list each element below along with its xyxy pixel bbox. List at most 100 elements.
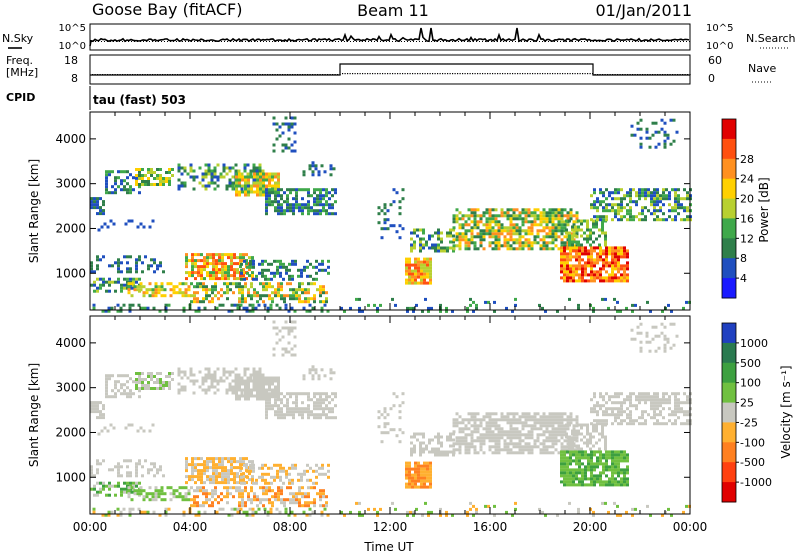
heatmap-cell [410,249,413,253]
heatmap-cell [683,422,686,426]
heatmap-cell [123,459,126,463]
heatmap-cell [524,208,528,212]
heatmap-cell [224,277,227,281]
heatmap-cell [241,379,244,383]
heatmap-cell [566,415,570,419]
heatmap-cell [686,410,689,414]
heatmap-cell [569,471,572,475]
heatmap-cell [608,483,611,487]
heatmap-cell [238,486,241,490]
heatmap-cell [466,306,469,310]
heatmap-cell [259,190,262,194]
heatmap-cell [253,294,256,298]
heatmap-cell [626,261,629,265]
heatmap-cell [275,122,279,126]
heatmap-cell [638,392,641,396]
heatmap-cell [482,247,486,251]
heatmap-cell [470,211,474,215]
heatmap-cell [380,236,384,240]
heatmap-cell [514,501,517,505]
heatmap-cell [211,300,214,304]
heatmap-cell [224,274,227,278]
heatmap-cell [580,432,583,436]
heatmap-cell [274,181,277,185]
heatmap-cell [93,197,96,201]
heatmap-cell [449,240,452,244]
heatmap-cell [317,170,321,174]
heatmap-cell [485,412,489,416]
heatmap-cell [572,459,575,463]
heatmap-cell [203,466,206,470]
heatmap-cell [218,303,222,307]
heatmap-cell [277,178,280,182]
heatmap-cell [307,486,310,490]
heatmap-cell [599,450,602,454]
heatmap-cell [138,177,141,180]
heatmap-cell [320,164,324,168]
heatmap-cell [231,370,235,374]
heatmap-cell [127,219,131,223]
heatmap-cell [568,423,571,427]
heatmap-cell [479,217,483,221]
heatmap-cell [639,331,643,335]
heatmap-cell [503,238,507,242]
heatmap-cell [302,173,306,177]
heatmap-cell [512,226,516,230]
heatmap-cell [291,274,294,278]
heatmap-cell [168,183,171,186]
heatmap-cell [278,125,282,129]
heatmap-cell [605,188,608,192]
heatmap-cell [605,249,608,253]
heatmap-cell [602,261,605,265]
heatmap-cell [657,346,661,350]
heatmap-cell [479,436,483,440]
heatmap-cell [398,410,402,414]
heatmap-cell [530,220,534,224]
heatmap-cell [120,386,123,390]
heatmap-cell [405,269,408,273]
heatmap-cell [318,268,321,272]
heatmap-cell [272,320,276,324]
heatmap-cell [295,291,298,295]
heatmap-cell [533,235,537,239]
heatmap-cell [599,407,602,411]
heatmap-cell [231,166,235,170]
heatmap-cell [623,279,626,283]
heatmap-cell [135,267,138,271]
colorbar-tick-label: 4 [740,272,747,285]
heatmap-cell [596,276,599,280]
heatmap-cell [648,136,652,140]
heatmap-cell [127,291,131,295]
heatmap-cell [533,421,537,425]
heatmap-cell [224,472,227,476]
heatmap-cell [590,459,593,463]
heatmap-cell [132,188,135,192]
heatmap-cell [119,510,123,514]
heatmap-cell [201,388,205,392]
heatmap-cell [617,462,620,466]
heatmap-cell [188,274,191,278]
heatmap-cell [626,468,629,472]
heatmap-cell [245,306,249,310]
heatmap-cell [235,181,238,185]
heatmap-cell [277,184,280,188]
heatmap-cell [464,451,468,455]
heatmap-cell [542,439,546,443]
heatmap-cell [611,456,614,460]
heatmap-cell [686,422,689,426]
heatmap-cell [323,170,327,174]
heatmap-cell [280,492,283,496]
heatmap-cell [316,398,319,402]
heatmap-cell [506,229,510,233]
heatmap-cell [626,453,629,457]
heatmap-cell [518,247,522,251]
heatmap-cell [596,273,599,277]
heatmap-cell [200,268,203,272]
heatmap-cell [663,343,667,347]
heatmap-cell [596,255,599,259]
colorbar-tick-label: 16 [740,212,754,225]
heatmap-cell [213,379,217,383]
heatmap-cell [153,183,156,186]
heatmap-cell [204,391,208,395]
heatmap-cell [319,209,322,213]
